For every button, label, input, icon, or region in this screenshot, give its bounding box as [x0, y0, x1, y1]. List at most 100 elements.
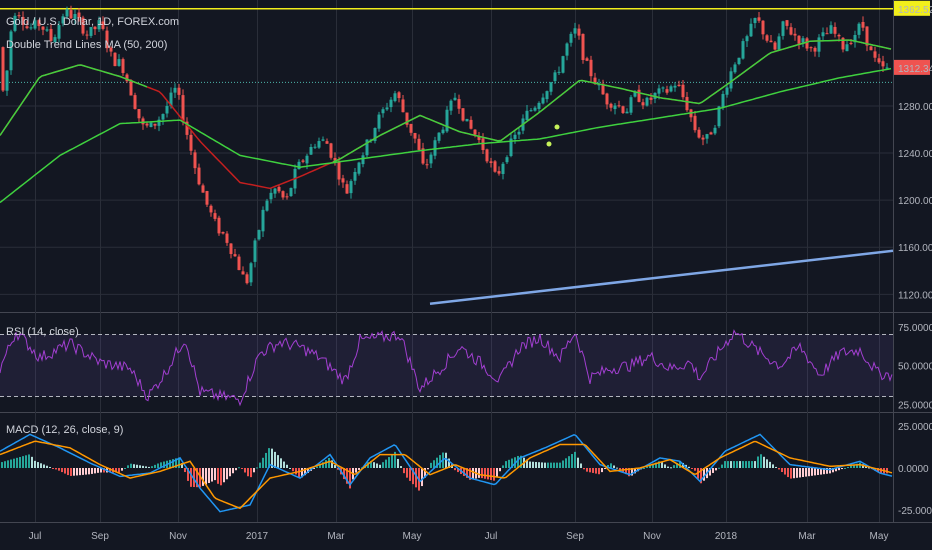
macd-histogram-bar [313, 468, 315, 469]
macd-tick-label: 25.0000 [898, 422, 932, 433]
macd-histogram-bar [16, 457, 18, 468]
candle-body [657, 88, 661, 94]
macd-tick-label: -25.0000 [898, 506, 932, 517]
macd-histogram-bar [43, 464, 45, 468]
candle-body [77, 12, 81, 18]
macd-histogram-bar [583, 468, 585, 470]
macd-histogram-bar [841, 468, 843, 470]
candle-body [205, 191, 209, 205]
macd-histogram-bar [595, 468, 597, 474]
candle-body [565, 43, 569, 56]
macd-histogram-bar [73, 468, 75, 476]
candle-body [797, 35, 801, 44]
candle-body [1, 47, 5, 91]
macd-histogram-bar [559, 462, 561, 468]
candle-body [713, 127, 717, 134]
candle-body [773, 42, 777, 50]
candle-body [57, 25, 61, 39]
macd-histogram-bar [370, 460, 372, 468]
macd-histogram-bar [496, 468, 498, 478]
macd-histogram-bar [832, 468, 834, 473]
macd-histogram-bar [289, 468, 291, 469]
candle-body [609, 103, 613, 108]
candle-body [17, 15, 21, 17]
macd-histogram-bar [115, 468, 117, 473]
macd-histogram-bar [754, 461, 756, 468]
macd-histogram-bar [784, 468, 786, 475]
candle-body [265, 200, 269, 211]
macd-histogram-bar [118, 468, 120, 473]
candle-body [785, 20, 789, 26]
macd-histogram-bar [61, 468, 63, 473]
macd-histogram-bar [499, 468, 501, 472]
macd-histogram-bar [712, 468, 714, 473]
price-tick-label: 1280.00 [898, 102, 932, 113]
candle-body [709, 132, 713, 135]
candle-body [421, 148, 425, 164]
candle-body [529, 110, 533, 112]
candle-body [325, 141, 329, 144]
candle-body [517, 131, 521, 135]
macd-histogram-bar [661, 462, 663, 468]
candle-body [105, 30, 109, 49]
candle-body [245, 274, 249, 284]
macd-histogram-bar [274, 451, 276, 468]
candle-body [313, 146, 317, 148]
macd-histogram-bar [394, 451, 396, 468]
macd-histogram-bar [229, 468, 231, 477]
macd-histogram-bar [7, 460, 9, 468]
x-tick-label: Mar [798, 531, 816, 542]
candle-body [65, 9, 69, 17]
candle-body [621, 106, 625, 113]
candle-body [697, 129, 701, 138]
candle-body [717, 106, 721, 127]
candle-body [193, 152, 197, 169]
macd-histogram-bar [676, 463, 678, 468]
macd-histogram-bar [286, 464, 288, 468]
macd-histogram-bar [553, 462, 555, 468]
macd-histogram-bar [55, 468, 57, 470]
candle-body [745, 36, 749, 42]
candle-body [749, 23, 753, 37]
candle-body [701, 137, 705, 140]
macd-histogram-bar [673, 465, 675, 468]
macd-histogram-bar [610, 463, 612, 468]
candle-body [309, 147, 313, 155]
macd-histogram-bar [844, 468, 846, 469]
candle-body [125, 74, 129, 82]
macd-histogram-bar [304, 468, 306, 476]
candle-body [453, 97, 457, 101]
macd-histogram-bar [52, 468, 54, 469]
x-tick-label: 2018 [715, 531, 738, 542]
macd-histogram-bar [301, 468, 303, 478]
candle-body [33, 20, 37, 29]
macd-histogram-bar [85, 468, 87, 475]
candle-body [249, 263, 253, 283]
macd-histogram-bar [136, 464, 138, 468]
resistance-price-label: 1362.52 [898, 5, 932, 16]
macd-histogram-bar [619, 468, 621, 470]
candle-body [401, 99, 405, 113]
candle-body [461, 108, 465, 121]
candle-body [601, 83, 605, 95]
candle-body [849, 42, 853, 44]
macd-histogram-bar [715, 468, 717, 471]
macd-histogram-bar [13, 458, 15, 468]
candle-body [397, 92, 401, 99]
candle-body [53, 37, 57, 43]
candle-body [541, 97, 545, 104]
candle-body [89, 27, 93, 36]
macd-histogram-bar [244, 468, 246, 473]
macd-histogram-bar [91, 468, 93, 474]
candle-body [685, 96, 689, 111]
candle-body [141, 118, 145, 125]
macd-histogram-bar [280, 458, 282, 468]
candle-body [257, 230, 261, 240]
macd-histogram-bar [529, 461, 531, 468]
candle-body [433, 140, 437, 156]
candle-body [221, 231, 225, 234]
candle-body [845, 44, 849, 52]
macd-histogram-bar [10, 459, 12, 468]
candle-body [869, 46, 873, 51]
candle-body [377, 114, 381, 129]
